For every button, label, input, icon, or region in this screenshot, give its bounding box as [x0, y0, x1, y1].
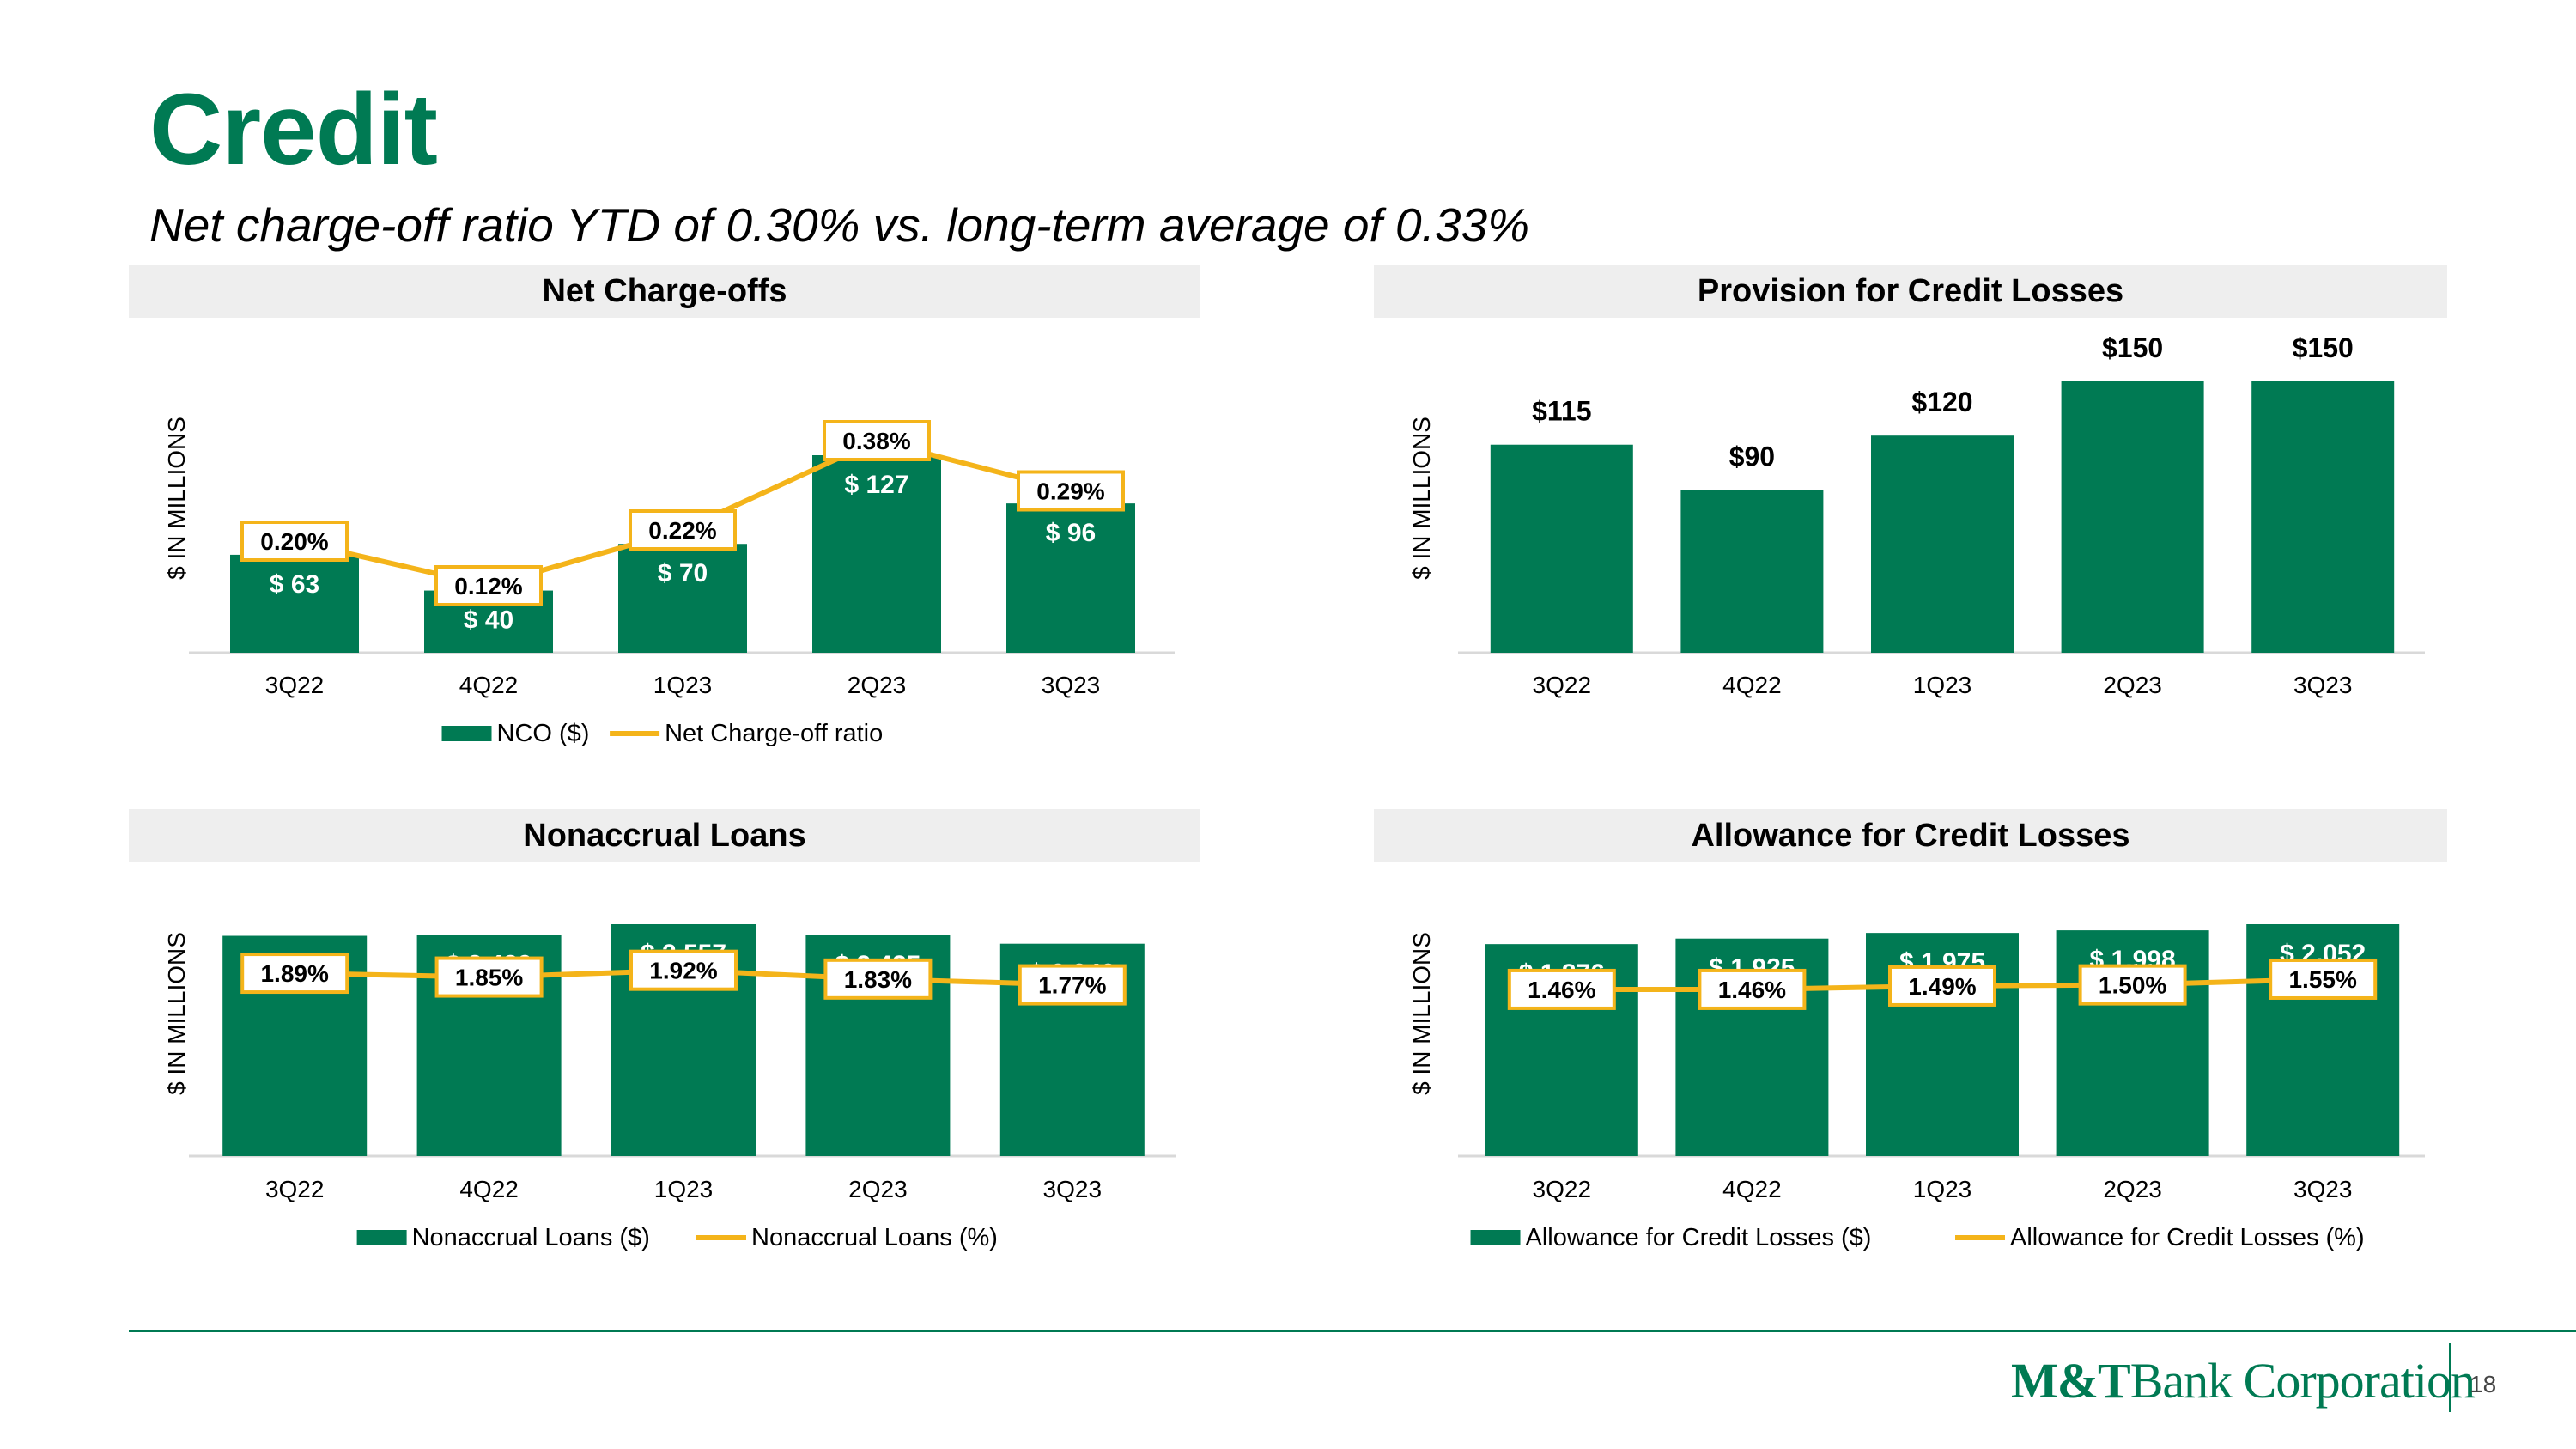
page-title: Credit [149, 73, 438, 186]
category-tick-label: 2Q23 [848, 672, 907, 698]
category-tick-label: 1Q23 [1913, 672, 1972, 698]
ratio-label: 0.38% [842, 428, 910, 454]
provision-chart: $ IN MILLIONS $115 3Q22 $90 4Q22 $120 1Q23 $150… [1408, 332, 2425, 698]
bar-value-label: $ 127 [844, 471, 908, 499]
ratio-label-box [1017, 470, 1125, 512]
bar-value-label: $115 [1532, 396, 1591, 427]
legend-label-bars: NCO ($) [497, 720, 590, 747]
category-tick-label: 4Q22 [459, 672, 519, 698]
ratio-label-box [2078, 964, 2187, 1006]
category-tick-label: 4Q22 [459, 1176, 519, 1202]
panel-header-net-charge-offs: Net Charge-offs [129, 265, 1200, 318]
bar [618, 544, 747, 653]
company-logo: M&TBank Corporation [2011, 1353, 2476, 1409]
ratio-label-box [1698, 968, 1807, 1010]
ratio-label: 1.46% [1528, 977, 1595, 1003]
ratio-label-box [1018, 964, 1127, 1006]
ratio-label: 1.55% [2288, 966, 2356, 993]
legend-label-line: Allowance for Credit Losses (%) [2010, 1224, 2365, 1251]
category-tick-label: 3Q22 [265, 672, 325, 698]
ratio-label: 1.50% [2099, 972, 2166, 999]
panel-header-provision: Provision for Credit Losses [1374, 265, 2447, 318]
ratio-label: 1.85% [455, 965, 523, 991]
category-tick-label: 4Q22 [1722, 1176, 1781, 1202]
nonaccrual-loans-chart: $ IN MILLIONS$ 2,4293Q22$ 2,4394Q22$ 2,5… [163, 924, 1176, 1251]
bar [1680, 490, 1824, 653]
ratio-label: 1.46% [1718, 977, 1786, 1003]
bar-value-label: $ 40 [464, 606, 513, 635]
legend-label-bars: Nonaccrual Loans ($) [412, 1224, 650, 1251]
bar-value-label: $150 [2293, 332, 2354, 363]
bar [2061, 381, 2204, 653]
bar [812, 455, 941, 653]
ratio-label-box [1888, 965, 1996, 1007]
legend-swatch-bars [356, 1230, 407, 1245]
category-tick-label: 3Q23 [1042, 672, 1101, 698]
legend-label-bars: Allowance for Credit Losses ($) [1526, 1224, 1872, 1251]
category-tick-label: 1Q23 [653, 672, 713, 698]
bar [1490, 444, 1633, 653]
ratio-label: 0.22% [648, 517, 716, 544]
net-charge-offs-chart: $ IN MILLIONS $ 63 3Q22 $ 40 4Q22 $ 70 1Q23 $ 1… [163, 417, 1175, 747]
category-tick-label: 3Q23 [2293, 1176, 2353, 1202]
bar-value-label: $120 [1911, 387, 1972, 417]
bar [2251, 381, 2395, 653]
ratio-label-box [629, 949, 738, 991]
ratio-label: 1.77% [1038, 972, 1106, 999]
ratio-label-box [823, 420, 931, 461]
category-tick-label: 1Q23 [654, 1176, 714, 1202]
y-axis-label: $ IN MILLIONS [1408, 417, 1435, 580]
footer-divider [129, 1330, 2576, 1332]
category-tick-label: 2Q23 [2103, 672, 2162, 698]
bar-value-label: $ 63 [270, 570, 319, 599]
page-number: 18 [2470, 1371, 2497, 1397]
ratio-label-box [240, 521, 349, 562]
ratio-label: 1.83% [844, 966, 912, 993]
ratio-label: 0.20% [260, 528, 328, 555]
bar-value-label: $90 [1729, 441, 1775, 472]
bar-value-label: $150 [2102, 332, 2163, 363]
category-tick-label: 2Q23 [2103, 1176, 2162, 1202]
ratio-label: 0.12% [454, 573, 522, 600]
y-axis-label: $ IN MILLIONS [163, 932, 190, 1095]
category-tick-label: 3Q23 [1043, 1176, 1103, 1202]
y-axis-label: $ IN MILLIONS [163, 417, 190, 580]
page-subtitle: Net charge-off ratio YTD of 0.30% vs. lo… [149, 198, 1530, 252]
panel-header-nonaccrual: Nonaccrual Loans [129, 809, 1200, 862]
legend-swatch-bars [1470, 1230, 1521, 1245]
legend-swatch-bars [441, 726, 492, 741]
bar-value-label: $ 96 [1046, 519, 1096, 547]
ratio-label-box [240, 953, 349, 995]
ratio-label: 1.89% [260, 960, 328, 987]
y-axis-label: $ IN MILLIONS [1408, 932, 1435, 1095]
bar-value-label: $ 70 [658, 559, 708, 588]
category-tick-label: 3Q22 [1533, 672, 1592, 698]
ratio-label-box [823, 958, 933, 1000]
ratio-label-box [629, 509, 737, 551]
category-tick-label: 3Q23 [2293, 672, 2353, 698]
ratio-label-box [434, 565, 543, 606]
category-tick-label: 2Q23 [848, 1176, 908, 1202]
logo-separator [2449, 1343, 2451, 1412]
legend-label-line: Net Charge-off ratio [665, 720, 883, 747]
bar [230, 554, 359, 653]
bar [1871, 435, 2014, 653]
legend-label-line: Nonaccrual Loans (%) [751, 1224, 998, 1251]
ratio-label: 0.29% [1036, 478, 1104, 505]
category-tick-label: 4Q22 [1722, 672, 1781, 698]
ratio-label-box [2269, 958, 2378, 1000]
ratio-label-box [434, 956, 544, 998]
category-tick-label: 3Q22 [1533, 1176, 1592, 1202]
ratio-label: 1.49% [1908, 973, 1976, 1000]
category-tick-label: 3Q22 [265, 1176, 325, 1202]
category-tick-label: 1Q23 [1913, 1176, 1972, 1202]
panel-header-allowance: Allowance for Credit Losses [1374, 809, 2447, 862]
bar [1006, 503, 1135, 653]
ratio-label: 1.92% [649, 958, 717, 984]
ratio-label-box [1507, 968, 1616, 1010]
